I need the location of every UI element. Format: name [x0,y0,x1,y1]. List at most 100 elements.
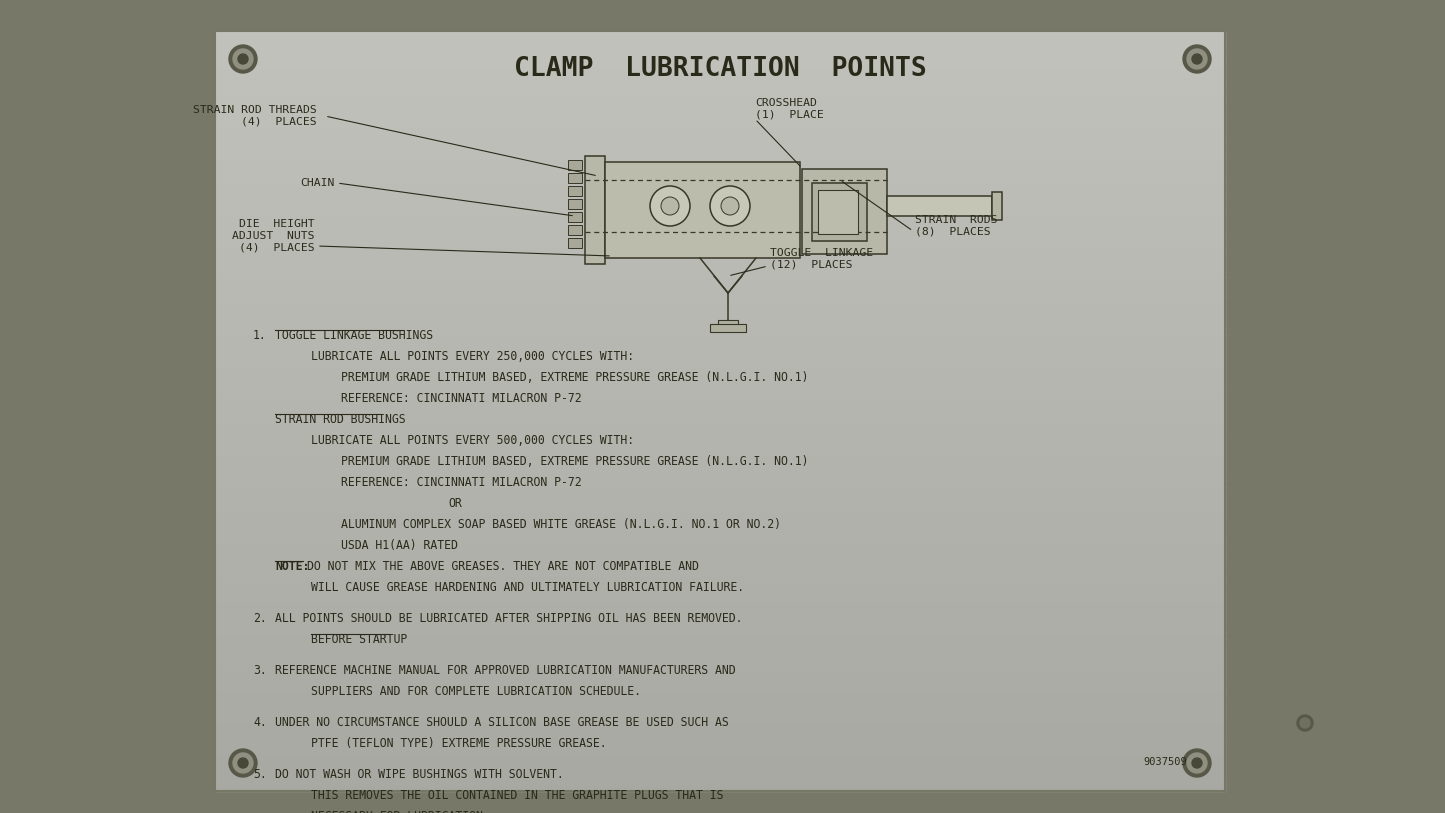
Text: 9037509: 9037509 [1143,757,1186,767]
Text: REFERENCE: CINCINNATI MILACRON P-72: REFERENCE: CINCINNATI MILACRON P-72 [341,392,582,405]
Bar [215,120,1225,126]
Bar [568,212,582,222]
Bar [215,588,1225,594]
Bar [215,638,1225,646]
Bar [215,145,1225,151]
Bar [568,199,582,209]
Bar [215,75,1225,81]
Bar [215,132,1225,139]
Bar [215,31,1225,791]
Text: DO NOT MIX THE ABOVE GREASES. THEY ARE NOT COMPATIBLE AND: DO NOT MIX THE ABOVE GREASES. THEY ARE N… [306,560,698,573]
Text: 2.: 2. [253,612,267,625]
Bar [215,759,1225,766]
Bar [215,272,1225,278]
Bar [215,151,1225,158]
Bar [215,676,1225,684]
Bar [585,156,605,264]
Bar [215,385,1225,392]
Bar [215,708,1225,715]
Text: LUBRICATE ALL POINTS EVERY 250,000 CYCLES WITH:: LUBRICATE ALL POINTS EVERY 250,000 CYCLE… [311,350,634,363]
Bar [993,192,1001,220]
Bar [215,486,1225,493]
Bar [215,461,1225,468]
Bar [215,544,1225,550]
Bar [215,613,1225,620]
Text: SUPPLIERS AND FOR COMPLETE LUBRICATION SCHEDULE.: SUPPLIERS AND FOR COMPLETE LUBRICATION S… [311,685,642,698]
Circle shape [1298,715,1314,731]
Text: BEFORE STARTUP: BEFORE STARTUP [311,633,407,646]
Bar [215,322,1225,328]
Bar [215,360,1225,367]
Circle shape [1183,45,1211,73]
Bar [215,683,1225,689]
Bar [215,43,1225,50]
Bar [215,259,1225,265]
Bar [215,689,1225,696]
Bar [215,347,1225,354]
Text: TOGGLE  LINKAGE
(12)  PLACES: TOGGLE LINKAGE (12) PLACES [770,248,873,270]
Bar [215,626,1225,633]
Text: PREMIUM GRADE LITHIUM BASED, EXTREME PRESSURE GREASE (N.L.G.I. NO.1): PREMIUM GRADE LITHIUM BASED, EXTREME PRE… [341,371,809,384]
Circle shape [721,197,738,215]
Bar [215,170,1225,176]
Text: CROSSHEAD
(1)  PLACE: CROSSHEAD (1) PLACE [754,98,824,120]
Bar [215,721,1225,728]
Bar [215,442,1225,449]
Text: 3.: 3. [253,664,267,677]
Text: USDA H1(AA) RATED: USDA H1(AA) RATED [341,539,458,552]
Text: UNDER NO CIRCUMSTANCE SHOULD A SILICON BASE GREASE BE USED SUCH AS: UNDER NO CIRCUMSTANCE SHOULD A SILICON B… [275,716,728,729]
Bar [215,702,1225,709]
Bar [215,392,1225,398]
Text: ALL POINTS SHOULD BE LUBRICATED AFTER SHIPPING OIL HAS BEEN REMOVED.: ALL POINTS SHOULD BE LUBRICATED AFTER SH… [275,612,743,625]
Bar [215,302,1225,310]
Bar [215,341,1225,348]
Bar [215,480,1225,487]
Bar [568,238,582,248]
Bar [215,290,1225,297]
Bar [215,569,1225,576]
Bar [215,518,1225,525]
Text: THIS REMOVES THE OIL CONTAINED IN THE GRAPHITE PLUGS THAT IS: THIS REMOVES THE OIL CONTAINED IN THE GR… [311,789,724,802]
Text: 4.: 4. [253,716,267,729]
Bar [215,778,1225,785]
Text: STRAIN ROD THREADS
(4)  PLACES: STRAIN ROD THREADS (4) PLACES [194,105,316,127]
Circle shape [1186,753,1207,773]
Circle shape [238,758,249,768]
Bar [215,417,1225,424]
Bar [215,537,1225,544]
Bar [215,366,1225,373]
Bar [215,740,1225,746]
Bar [215,404,1225,411]
Bar [215,454,1225,462]
Bar [568,173,582,183]
Bar [215,601,1225,607]
Bar [215,93,1225,101]
Bar [215,645,1225,652]
Bar [215,284,1225,291]
Bar [215,37,1225,44]
Bar [812,183,867,241]
Circle shape [1186,49,1207,69]
Text: REFERENCE: CINCINNATI MILACRON P-72: REFERENCE: CINCINNATI MILACRON P-72 [341,476,582,489]
Bar [568,186,582,196]
Text: STRAIN ROD BUSHINGS: STRAIN ROD BUSHINGS [275,413,406,426]
Circle shape [233,49,253,69]
Bar [215,651,1225,658]
Circle shape [1300,718,1311,728]
Bar [215,107,1225,113]
Bar [215,227,1225,233]
Bar [215,512,1225,519]
Bar [215,474,1225,480]
Text: PTFE (TEFLON TYPE) EXTREME PRESSURE GREASE.: PTFE (TEFLON TYPE) EXTREME PRESSURE GREA… [311,737,607,750]
Bar [215,727,1225,734]
Bar [215,556,1225,563]
Bar [215,594,1225,601]
Text: DO NOT WASH OR WIPE BUSHINGS WITH SOLVENT.: DO NOT WASH OR WIPE BUSHINGS WITH SOLVEN… [275,768,564,781]
Text: NOTE:: NOTE: [275,560,309,573]
Bar [215,62,1225,69]
Bar [215,297,1225,303]
Bar [215,328,1225,335]
Circle shape [709,186,750,226]
Bar [215,785,1225,791]
Text: 5.: 5. [253,768,267,781]
